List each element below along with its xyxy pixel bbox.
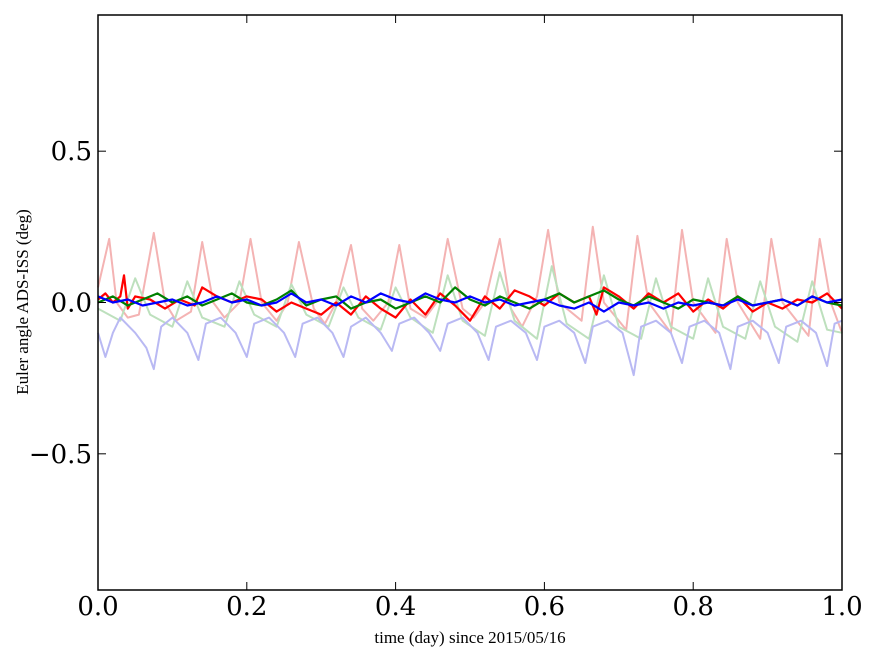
x-tick-label: 0.4 [375, 592, 416, 622]
x-tick-label: 0.0 [77, 592, 118, 622]
x-axis-label: time (day) since 2015/05/16 [374, 628, 565, 647]
x-tick-label: 0.2 [226, 592, 267, 622]
x-tick-label: 0.6 [524, 592, 565, 622]
y-tick-label: 0.5 [51, 137, 92, 167]
series-layer [97, 225, 843, 377]
x-tick-label: 0.8 [673, 592, 714, 622]
tick-labels-layer: 0.0 0.2 0.4 0.6 0.8 1.0 −0.5 0.0 0.5 [29, 137, 863, 622]
series-line-1 [97, 225, 843, 340]
series-line-3 [97, 316, 843, 377]
ticks-layer [97, 15, 843, 590]
y-axis-label: Euler angle ADS-ISS (deg) [13, 209, 32, 395]
y-tick-label: 0.0 [51, 289, 92, 319]
y-tick-label: −0.5 [29, 440, 92, 470]
series-line-6 [97, 292, 843, 313]
x-tick-label: 1.0 [821, 592, 862, 622]
